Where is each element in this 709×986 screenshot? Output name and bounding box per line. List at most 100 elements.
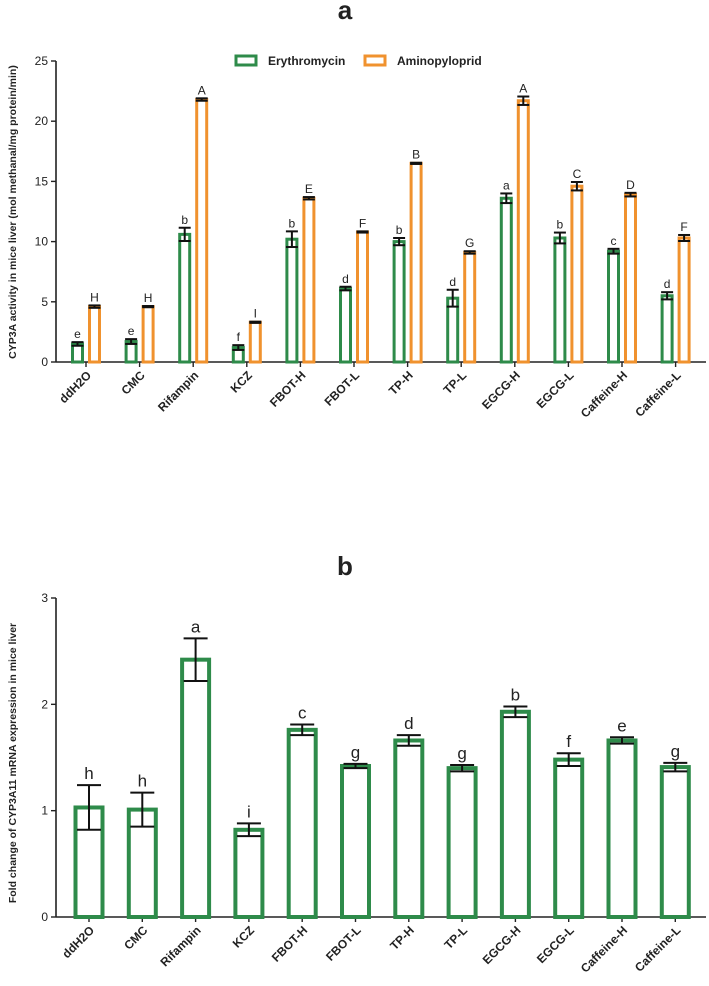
- panel-a-bar-erythromycin: [553, 236, 567, 364]
- panel-a-y-tick-label: 15: [35, 174, 49, 188]
- panel-a-bar-aminopyloprid: [463, 250, 477, 364]
- panel-b-significance-letter: g: [351, 743, 360, 762]
- panel-a-significance-letter-erythromycin: b: [396, 223, 403, 237]
- panel-b-y-tick-label: 0: [41, 910, 48, 924]
- panel-b-bar: [393, 738, 425, 920]
- panel-b-bar: [73, 805, 105, 920]
- panel-a-significance-letter-aminopyloprid: A: [198, 83, 206, 97]
- panel-b-bar: [286, 727, 318, 919]
- panel-b-category-label: EGCG-L: [534, 923, 577, 966]
- panel-a-bar-erythromycin: [392, 240, 406, 364]
- panel-a-significance-letter-erythromycin: b: [557, 218, 564, 232]
- panel-a-bar-aminopyloprid: [195, 98, 209, 364]
- panel-a-significance-letter-aminopyloprid: A: [519, 82, 527, 96]
- panel-a-legend: Erythromycin Aminopyloprid: [234, 54, 482, 68]
- panel-a-bar-aminopyloprid: [409, 161, 423, 364]
- panel-a-y-tick-label: 5: [41, 295, 48, 309]
- panel-a-y-tick-label: 10: [35, 235, 49, 249]
- panel-b-y-tick-label: 3: [41, 591, 48, 605]
- panel-a-category-label: CMC: [118, 368, 147, 397]
- panel-a-significance-letter-aminopyloprid: I: [254, 307, 257, 321]
- panel-b-significance-letter: g: [457, 744, 466, 763]
- panel-a-bar-aminopyloprid: [677, 236, 691, 364]
- panel-a-bar-aminopyloprid: [88, 305, 101, 364]
- panel-a-significance-letter-aminopyloprid: D: [626, 178, 635, 192]
- panel-a-significance-letter-aminopyloprid: F: [359, 216, 366, 230]
- panel-b-bar: [606, 738, 638, 920]
- panel-a-category-label: TP-H: [386, 368, 416, 398]
- panel-a-significance-letter-erythromycin: d: [342, 272, 349, 286]
- panel-a-significance-letter-erythromycin: f: [237, 330, 241, 344]
- panel-a-category-label: Rifampin: [155, 368, 201, 414]
- legend-swatch-aminopyloprid: [363, 54, 387, 67]
- legend-swatch-erythromycin: [234, 54, 258, 67]
- panel-b-significance-letter: g: [671, 742, 680, 761]
- panel-b-significance-letter: h: [138, 772, 147, 791]
- panel-b-significance-letter: d: [404, 714, 413, 733]
- panel-a-y-tick-label: 20: [35, 114, 49, 128]
- panel-b-y-tick-label: 1: [41, 804, 48, 818]
- panel-a-bar-erythromycin: [499, 196, 513, 364]
- panel-b-category-label: FBOT-L: [323, 923, 364, 964]
- panel-b-plot: 0 1 2 3 ddH2O h CMC h Rifampin a KCZ i FBOT-H c FBOT-L…: [41, 591, 706, 976]
- panel-b-category-label: FBOT-H: [269, 923, 310, 964]
- panel-a-category-label: Caffeine-H: [578, 368, 630, 420]
- panel-a-significance-letter-aminopyloprid: G: [465, 236, 474, 250]
- panel-b-significance-letter: b: [511, 685, 520, 704]
- legend-label-aminopyloprid: Aminopyloprid: [397, 54, 482, 68]
- panel-a-bar-erythromycin: [660, 294, 674, 364]
- panel-b-bar: [446, 766, 478, 920]
- panel-a-category-label: FBOT-H: [267, 368, 308, 409]
- panel-a-category-label: KCZ: [228, 368, 255, 395]
- panel-a-bar-erythromycin: [339, 287, 352, 364]
- panel-a-bar-aminopyloprid: [516, 99, 530, 364]
- panel-a-bar-erythromycin: [178, 232, 192, 364]
- panel-a-y-tick-label: 25: [35, 54, 49, 68]
- panel-a-y-tick-label: 0: [41, 355, 48, 369]
- panel-b-category-label: CMC: [121, 923, 150, 952]
- panel-b-significance-letter: c: [298, 704, 307, 723]
- panel-b-bar: [499, 709, 531, 919]
- panel-b-label: b: [337, 551, 353, 581]
- panel-a-significance-letter-erythromycin: d: [449, 275, 456, 289]
- panel-a-bar-aminopyloprid: [624, 193, 637, 364]
- panel-b-category-label: Caffeine-H: [578, 923, 630, 975]
- panel-a-category-label: EGCG-H: [479, 368, 523, 412]
- panel-b-category-label: KCZ: [230, 923, 257, 950]
- panel-b-significance-letter: a: [191, 617, 201, 636]
- panel-a-significance-letter-aminopyloprid: F: [680, 220, 687, 234]
- panel-a-category-label: Caffeine-L: [632, 368, 683, 419]
- panel-a-significance-letter-erythromycin: d: [664, 277, 671, 291]
- panel-a-bar-erythromycin: [446, 296, 460, 364]
- panel-a-significance-letter-erythromycin: e: [74, 327, 81, 341]
- panel-a-significance-letter-erythromycin: a: [503, 178, 510, 192]
- panel-a-significance-letter-aminopyloprid: C: [573, 167, 582, 181]
- panel-a-significance-letter-aminopyloprid: E: [305, 182, 313, 196]
- panel-b-significance-letter: i: [247, 802, 251, 821]
- panel-b-bar: [553, 757, 585, 919]
- panel-b-category-label: TP-L: [441, 923, 470, 952]
- panel-a-significance-letter-erythromycin: c: [611, 234, 617, 248]
- panel-b-category-label: TP-H: [387, 923, 417, 953]
- panel-a-category-label: EGCG-L: [534, 368, 577, 411]
- panel-a-significance-letter-aminopyloprid: H: [90, 290, 99, 304]
- panel-a-label: a: [338, 0, 353, 25]
- panel-b-significance-letter: f: [566, 732, 571, 751]
- panel-a-significance-letter-erythromycin: b: [289, 216, 296, 230]
- panel-b-category-label: Caffeine-L: [632, 923, 683, 974]
- panel-a-significance-letter-erythromycin: b: [181, 213, 188, 227]
- panel-b-category-label: Rifampin: [158, 923, 204, 969]
- panel-a-significance-letter-erythromycin: e: [128, 324, 135, 338]
- panel-a-category-label: ddH2O: [56, 368, 94, 406]
- panel-b-bar: [233, 827, 265, 919]
- panel-b-category-label: ddH2O: [59, 923, 97, 961]
- panel-a-y-axis-title: CYP3A activity in mice liver (mol methan…: [7, 65, 19, 359]
- panel-a-bar-aminopyloprid: [141, 305, 155, 364]
- panel-b-y-axis-title: Fold change of CYP3A11 mRNA expression i…: [7, 623, 19, 903]
- panel-b-bar: [340, 764, 371, 919]
- panel-b-significance-letter: h: [84, 764, 93, 783]
- panel-a-bar-erythromycin: [285, 237, 299, 364]
- panel-b-category-label: EGCG-H: [480, 923, 524, 967]
- panel-a-significance-letter-aminopyloprid: H: [144, 291, 153, 305]
